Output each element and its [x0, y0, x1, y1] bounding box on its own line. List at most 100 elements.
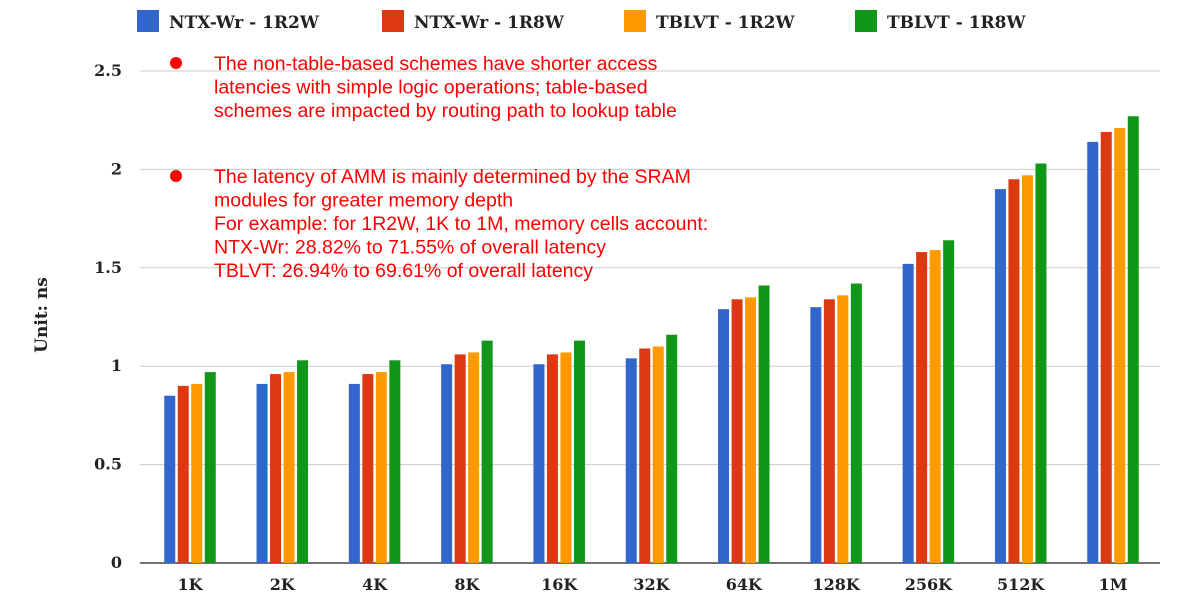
bar-group-1k — [164, 372, 216, 563]
annotation-2: The latency of AMM is mainly determined … — [170, 166, 708, 282]
legend-item-tblvt-1r2w: TBLVT - 1R2W — [624, 10, 795, 33]
bar-tblvt-1r2w-1m — [1114, 128, 1126, 563]
bar-ntx-wr-1r2w-256k — [902, 263, 914, 563]
bar-ntx-wr-1r2w-8k — [441, 364, 453, 563]
y-tick-label: 1.5 — [94, 258, 122, 277]
bar-tblvt-1r2w-512k — [1021, 175, 1033, 563]
annotation-line: schemes are impacted by routing path to … — [214, 100, 677, 122]
bar-tblvt-1r2w-1k — [191, 383, 203, 563]
bar-tblvt-1r2w-128k — [837, 295, 849, 563]
x-tick-label: 32K — [633, 575, 670, 594]
bar-group-32k — [625, 334, 678, 563]
legend-item-ntx-wr-1r2w: NTX-Wr - 1R2W — [137, 10, 320, 33]
x-tick-label: 4K — [362, 575, 388, 594]
y-tick-label: 0.5 — [94, 455, 122, 474]
x-tick-label: 8K — [454, 575, 480, 594]
bar-group-2k — [256, 360, 309, 563]
bar-tblvt-1r8w-128k — [850, 283, 862, 563]
bar-tblvt-1r8w-8k — [481, 340, 493, 563]
bar-tblvt-1r2w-64k — [745, 297, 757, 563]
y-tick-label: 0 — [111, 553, 122, 572]
x-axis-ticks: 1K 2K 4K 8K 16K 32K 64K 128K 256K 512K 1M — [177, 575, 1127, 594]
bar-ntx-wr-1r8w-128k — [823, 299, 835, 563]
bar-ntx-wr-1r2w-64k — [718, 309, 730, 563]
bullet-icon — [170, 170, 182, 182]
legend-item-tblvt-1r8w: TBLVT - 1R8W — [855, 10, 1026, 33]
bars — [164, 116, 1139, 564]
legend-swatch — [624, 10, 646, 32]
x-tick-label: 2K — [270, 575, 296, 594]
bar-tblvt-1r8w-16k — [573, 340, 585, 563]
y-tick-label: 2 — [111, 159, 122, 178]
bar-group-4k — [348, 360, 401, 563]
bar-group-8k — [441, 340, 493, 563]
legend-swatch — [382, 10, 404, 32]
x-tick-label: 128K — [812, 575, 860, 594]
bar-ntx-wr-1r8w-64k — [731, 299, 743, 563]
bar-ntx-wr-1r2w-16k — [533, 364, 545, 563]
bar-tblvt-1r2w-8k — [468, 352, 480, 563]
bar-ntx-wr-1r2w-1k — [164, 395, 176, 563]
bar-ntx-wr-1r8w-1m — [1100, 132, 1112, 563]
bar-tblvt-1r8w-1k — [204, 372, 216, 563]
bar-tblvt-1r8w-64k — [758, 285, 770, 563]
annotation-line: The latency of AMM is mainly determined … — [214, 166, 691, 188]
bar-group-64k — [718, 285, 770, 563]
legend-label: NTX-Wr - 1R8W — [414, 13, 565, 33]
bar-tblvt-1r8w-4k — [389, 360, 401, 563]
bar-ntx-wr-1r2w-128k — [810, 307, 822, 563]
x-tick-label: 1M — [1099, 575, 1128, 594]
bar-tblvt-1r2w-2k — [283, 372, 295, 563]
bar-group-256k — [902, 240, 955, 564]
bar-ntx-wr-1r8w-2k — [270, 374, 282, 563]
annotation-1: The non-table-based schemes have shorter… — [170, 53, 677, 122]
annotation-line: The non-table-based schemes have shorter… — [214, 53, 658, 75]
bar-group-1m — [1087, 116, 1139, 563]
bar-tblvt-1r2w-32k — [652, 346, 664, 563]
annotation-line: For example: for 1R2W, 1K to 1M, memory … — [214, 213, 708, 235]
legend-label: TBLVT - 1R8W — [887, 13, 1026, 33]
bar-ntx-wr-1r2w-2k — [256, 383, 268, 563]
x-tick-label: 16K — [541, 575, 578, 594]
y-tick-label: 2.5 — [94, 61, 122, 80]
bar-ntx-wr-1r8w-32k — [639, 348, 651, 563]
bar-ntx-wr-1r8w-8k — [454, 354, 466, 563]
bar-ntx-wr-1r8w-16k — [546, 354, 558, 563]
bar-tblvt-1r2w-4k — [375, 372, 387, 563]
legend-swatch — [137, 10, 159, 32]
legend-label: TBLVT - 1R2W — [656, 13, 795, 33]
bar-ntx-wr-1r8w-512k — [1008, 179, 1020, 564]
bar-ntx-wr-1r8w-4k — [362, 374, 374, 563]
bar-tblvt-1r8w-256k — [943, 240, 955, 564]
bar-ntx-wr-1r2w-4k — [348, 383, 360, 563]
bar-ntx-wr-1r8w-1k — [177, 385, 189, 563]
bullet-icon — [170, 57, 182, 69]
bar-ntx-wr-1r2w-512k — [994, 189, 1006, 563]
annotation-line: NTX-Wr: 28.82% to 71.55% of overall late… — [214, 237, 606, 259]
legend-swatch — [855, 10, 877, 32]
x-tick-label: 64K — [726, 575, 763, 594]
bar-tblvt-1r2w-16k — [560, 352, 572, 563]
bar-tblvt-1r8w-1m — [1127, 116, 1139, 563]
bar-tblvt-1r8w-512k — [1035, 163, 1047, 563]
x-tick-label: 1K — [177, 575, 203, 594]
annotation-line: TBLVT: 26.94% to 69.61% of overall laten… — [214, 260, 593, 282]
y-tick-label: 1 — [111, 356, 122, 375]
annotations: The non-table-based schemes have shorter… — [170, 53, 708, 282]
legend: NTX-Wr - 1R2W NTX-Wr - 1R8W TBLVT - 1R2W TB… — [137, 10, 1026, 33]
x-tick-label: 256K — [905, 575, 953, 594]
x-tick-label: 512K — [997, 575, 1045, 594]
bar-ntx-wr-1r2w-1m — [1087, 141, 1099, 563]
bar-tblvt-1r2w-256k — [929, 250, 941, 563]
annotation-line: latencies with simple logic operations; … — [214, 77, 648, 99]
legend-label: NTX-Wr - 1R2W — [169, 13, 320, 33]
bar-tblvt-1r8w-2k — [297, 360, 309, 563]
bar-group-128k — [810, 283, 862, 563]
bar-ntx-wr-1r8w-256k — [916, 252, 928, 563]
annotation-line: modules for greater memory depth — [214, 190, 513, 212]
y-axis-label: Unit: ns — [32, 277, 52, 353]
bar-ntx-wr-1r2w-32k — [625, 358, 637, 563]
bar-tblvt-1r8w-32k — [666, 334, 678, 563]
bar-group-16k — [533, 340, 585, 563]
